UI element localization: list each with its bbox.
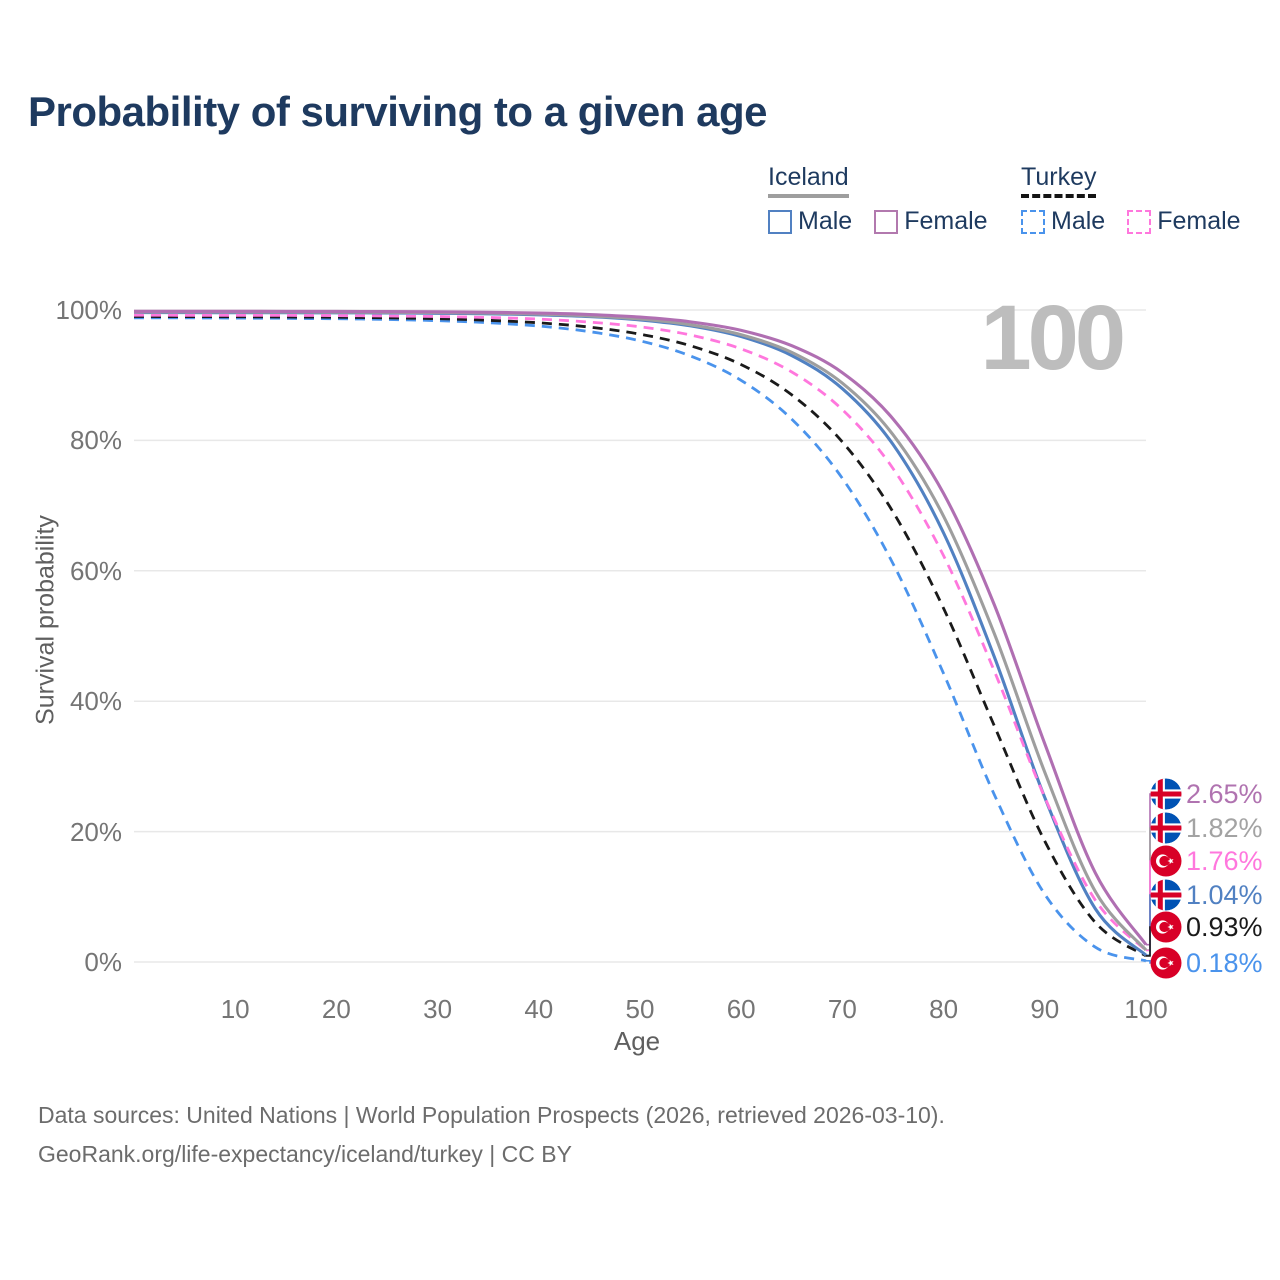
turkey-flag-icon (1150, 911, 1182, 943)
legend-label-turkey-male: Male (1051, 207, 1106, 235)
iceland-flag-icon (1150, 812, 1182, 844)
leader-line-turkey-male (1146, 960, 1151, 964)
series-line-turkey-female[interactable] (133, 313, 1147, 952)
x-tick-label-90: 90 (1030, 994, 1060, 1024)
x-tick-label-50: 50 (625, 994, 655, 1024)
legend-label-iceland-female: Female (904, 207, 988, 235)
series-line-turkey-all[interactable] (133, 315, 1147, 958)
legend-label-turkey-female: Female (1157, 207, 1241, 235)
x-tick-label-10: 10 (220, 994, 250, 1024)
hovered-age-indicator: 100 (980, 287, 1126, 389)
series-line-iceland-female[interactable] (134, 309, 1148, 946)
series-line-iceland-all[interactable] (133, 310, 1148, 952)
y-tick-label-20: 20% (69, 816, 122, 847)
legend-group-iceland: Iceland Male Female (768, 163, 988, 235)
turkey-flag-icon (1150, 947, 1182, 979)
iceland-flag-icon (1150, 778, 1182, 810)
footer-attribution: GeoRank.org/life-expectancy/iceland/turk… (38, 1141, 572, 1167)
x-tick-label-100: 100 (1124, 994, 1168, 1024)
x-tick-label-60: 60 (726, 994, 756, 1024)
footer-data-sources: Data sources: United Nations | World Pop… (38, 1102, 945, 1128)
iceland-flag-icon (1150, 879, 1182, 911)
legend-group-turkey: Turkey Male Female (1021, 163, 1241, 235)
legend-country-turkey: Turkey (1021, 163, 1097, 198)
end-label-turkey-female: 1.76% (1186, 846, 1263, 876)
leader-line-turkey-all (1146, 926, 1151, 957)
legend-swatch-iceland-male[interactable] (768, 209, 792, 234)
series-line-turkey-male[interactable] (133, 316, 1147, 963)
page-title: Probability of surviving to a given age (28, 88, 767, 135)
x-tick-label-20: 20 (321, 994, 351, 1024)
legend-label-iceland-male: Male (798, 207, 853, 235)
legend-country-iceland: Iceland (768, 163, 849, 198)
x-tick-label-80: 80 (929, 994, 959, 1024)
end-label-iceland-male: 1.04% (1186, 880, 1263, 910)
legend-swatch-turkey-female[interactable] (1127, 209, 1152, 234)
y-tick-label-40: 40% (69, 686, 122, 717)
y-tick-label-60: 60% (69, 555, 122, 586)
end-label-turkey-all: 0.93% (1186, 912, 1263, 942)
y-tick-label-100: 100% (55, 295, 123, 325)
x-axis-title: Age (613, 1026, 661, 1056)
legend-swatch-iceland-female[interactable] (874, 209, 899, 234)
x-tick-label-40: 40 (524, 994, 554, 1024)
legend-swatch-turkey-male[interactable] (1021, 209, 1045, 234)
x-tick-label-70: 70 (827, 994, 857, 1024)
y-tick-label-0: 0% (84, 947, 122, 977)
y-tick-label-80: 80% (69, 425, 122, 456)
turkey-flag-icon (1150, 845, 1182, 877)
end-label-iceland-all: 1.82% (1186, 813, 1263, 843)
x-tick-label-30: 30 (423, 994, 453, 1024)
end-label-turkey-male: 0.18% (1186, 948, 1263, 978)
end-label-iceland-female: 2.65% (1186, 779, 1263, 809)
y-axis-title: Survival probability (31, 515, 60, 725)
